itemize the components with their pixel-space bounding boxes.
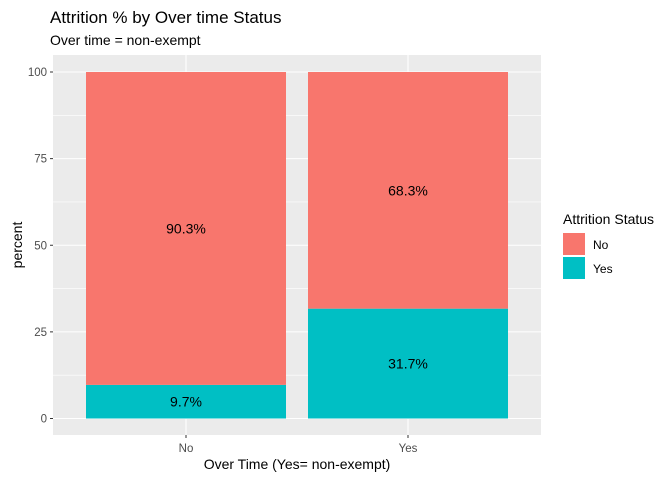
- legend-label-yes: Yes: [593, 262, 613, 276]
- y-tick-label: 50: [34, 240, 47, 252]
- chart-subtitle: Over time = non-exempt: [50, 32, 201, 48]
- data-label-no-yes: 9.7%: [170, 394, 202, 410]
- x-tick-label: No: [179, 443, 194, 455]
- legend-label-no: No: [593, 238, 609, 252]
- y-tick-label: 75: [34, 154, 47, 166]
- data-label-yes-yes: 31.7%: [388, 356, 428, 372]
- bars: [86, 72, 508, 419]
- legend-key-yes: [563, 257, 585, 279]
- data-label-yes-no: 68.3%: [388, 182, 428, 198]
- y-axis: 0 25 50 75 100: [28, 67, 53, 426]
- bar-yes-yes: [308, 308, 508, 419]
- bar-no-no: [86, 72, 286, 385]
- y-tick-label: 25: [34, 327, 47, 339]
- data-label-no-no: 90.3%: [166, 220, 206, 236]
- legend-key-no: [563, 233, 585, 255]
- y-axis-title: percent: [9, 222, 25, 269]
- y-tick-label: 0: [41, 414, 47, 426]
- bar-no-yes: [86, 384, 286, 419]
- legend-title: Attrition Status: [563, 211, 654, 227]
- y-tick-label: 100: [28, 67, 47, 79]
- x-axis: No Yes: [179, 435, 418, 455]
- legend: Attrition Status No Yes: [563, 211, 654, 279]
- data-labels: 9.7% 90.3% 31.7% 68.3%: [166, 182, 428, 409]
- x-axis-title: Over Time (Yes= non-exempt): [204, 456, 391, 472]
- chart-title: Attrition % by Over time Status: [50, 8, 281, 27]
- bar-yes-no: [308, 72, 508, 309]
- x-tick-label: Yes: [399, 443, 418, 455]
